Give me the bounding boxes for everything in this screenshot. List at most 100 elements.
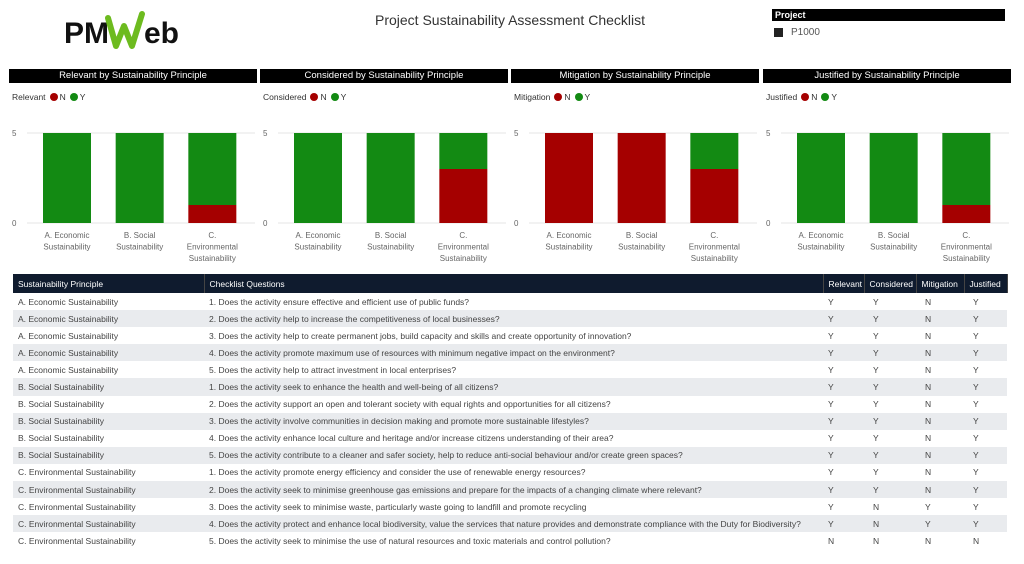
bar-y-0[interactable] — [43, 133, 91, 223]
cell-mitigation: N — [916, 361, 964, 379]
x-tick-label: C. Environmental Sustainability — [941, 231, 992, 263]
cell-relevant: Y — [823, 463, 864, 482]
legend-dot-n — [310, 93, 319, 101]
table-row[interactable]: C. Environmental Sustainability 2. Does t… — [13, 481, 1007, 499]
cell-relevant: Y — [823, 395, 864, 413]
cell-question: 2. Does the activity seek to minimise gr… — [204, 481, 823, 499]
y-tick-label: 5 — [766, 129, 771, 138]
bar-n-2[interactable] — [942, 205, 991, 223]
cell-question: 5. Does the activity seek to minimise th… — [204, 532, 823, 550]
cell-justified: Y — [964, 327, 1007, 345]
bar-y-2[interactable] — [188, 133, 237, 205]
cell-relevant: Y — [823, 429, 864, 447]
y-tick-label: 5 — [263, 129, 268, 138]
legend-title: Considered — [263, 92, 307, 102]
cell-relevant: N — [823, 532, 864, 550]
table-row[interactable]: A. Economic Sustainability 5. Does the ac… — [13, 361, 1007, 379]
bar-y-2[interactable] — [439, 133, 488, 169]
table-row[interactable]: B. Social Sustainability 3. Does the acti… — [13, 412, 1007, 430]
table-row[interactable]: C. Environmental Sustainability 1. Does t… — [13, 463, 1007, 482]
pmweb-logo: PM eb — [64, 11, 179, 50]
cell-justified: Y — [964, 498, 1007, 516]
cell-principle: B. Social Sustainability — [13, 412, 204, 430]
column-header-questions[interactable]: Checklist Questions — [204, 274, 824, 293]
bar-y-1[interactable] — [366, 133, 415, 223]
cell-considered: Y — [864, 395, 916, 413]
table-body: A. Economic Sustainability 1. Does the ac… — [13, 293, 1007, 550]
bar-n-0[interactable] — [545, 133, 593, 223]
bar-y-0[interactable] — [797, 133, 845, 223]
cell-question: 5. Does the activity contribute to a cle… — [204, 446, 823, 464]
cell-principle: C. Environmental Sustainability — [13, 515, 204, 533]
cell-question: 2. Does the activity help to increase th… — [204, 310, 823, 328]
bar-y-0[interactable] — [294, 133, 342, 223]
y-tick-label: 0 — [12, 219, 17, 228]
cell-relevant: Y — [823, 498, 864, 516]
table-row[interactable]: B. Social Sustainability 4. Does the acti… — [13, 429, 1007, 447]
cell-justified: Y — [964, 446, 1007, 464]
cell-principle: B. Social Sustainability — [13, 429, 204, 447]
cell-mitigation: N — [916, 446, 964, 464]
bar-y-2[interactable] — [690, 133, 739, 169]
chart-plot: 0 5 A. Economic Sustainability B. Social Sust… — [514, 129, 757, 263]
column-header-relevant[interactable]: Relevant — [823, 274, 865, 293]
cell-relevant: Y — [823, 293, 864, 311]
cell-question: 5. Does the activity help to attract inv… — [204, 361, 823, 379]
cell-mitigation: N — [916, 344, 964, 362]
project-slicer: Project P1000 — [772, 9, 1005, 38]
bar-n-2[interactable] — [188, 205, 237, 223]
chart-title: Considered by Sustainability Principle — [260, 69, 508, 83]
cell-relevant: Y — [823, 361, 864, 379]
column-header-mitigation[interactable]: Mitigation — [916, 274, 965, 293]
legend-label-n: N — [811, 92, 818, 102]
cell-considered: N — [864, 498, 916, 516]
chart-legend: Mitigation N Y — [514, 92, 590, 102]
column-header-justified[interactable]: Justified — [964, 274, 1008, 293]
checkbox-icon[interactable] — [774, 28, 783, 37]
table-row[interactable]: B. Social Sustainability 1. Does the acti… — [13, 378, 1007, 396]
chart-title: Relevant by Sustainability Principle — [9, 69, 257, 83]
cell-question: 1. Does the activity promote energy effi… — [204, 463, 823, 482]
column-header-considered[interactable]: Considered — [864, 274, 917, 293]
table-row[interactable]: A. Economic Sustainability 4. Does the ac… — [13, 344, 1007, 362]
slicer-item-p1000[interactable]: P1000 — [772, 27, 1005, 38]
bar-n-2[interactable] — [439, 169, 488, 223]
legend-title: Mitigation — [514, 92, 551, 102]
table-row[interactable]: A. Economic Sustainability 2. Does the ac… — [13, 310, 1007, 328]
legend-title: Relevant — [12, 92, 46, 102]
bar-y-1[interactable] — [115, 133, 164, 223]
cell-mitigation: N — [916, 378, 964, 396]
bar-y-2[interactable] — [942, 133, 991, 205]
legend-dot-y — [821, 93, 830, 101]
y-tick-label: 0 — [263, 219, 268, 228]
cell-mitigation: N — [916, 463, 964, 482]
legend-dot-y — [574, 93, 583, 101]
cell-mitigation: N — [916, 293, 964, 311]
logo-w-mark — [105, 11, 145, 49]
cell-justified: Y — [964, 293, 1007, 311]
table-row[interactable]: B. Social Sustainability 2. Does the acti… — [13, 395, 1007, 413]
table-row[interactable]: C. Environmental Sustainability 5. Does t… — [13, 532, 1007, 550]
column-header-principle[interactable]: Sustainability Principle — [13, 274, 205, 293]
table-row[interactable]: C. Environmental Sustainability 4. Does t… — [13, 515, 1007, 533]
table-row[interactable]: C. Environmental Sustainability 3. Does t… — [13, 498, 1007, 516]
cell-relevant: Y — [823, 378, 864, 396]
cell-considered: N — [864, 515, 916, 533]
cell-mitigation: N — [916, 327, 964, 345]
bar-n-1[interactable] — [617, 133, 666, 223]
bar-n-2[interactable] — [690, 169, 739, 223]
cell-considered: Y — [864, 293, 916, 311]
page-title: Project Sustainability Assessment Checkl… — [375, 12, 645, 28]
logo-text-pm: PM — [64, 17, 109, 50]
cell-mitigation: N — [916, 532, 964, 550]
cell-question: 3. Does the activity seek to minimise wa… — [204, 498, 823, 516]
bar-y-1[interactable] — [869, 133, 918, 223]
chart-justified: Justified by Sustainability Principle Ju… — [763, 69, 1011, 269]
table-row[interactable]: A. Economic Sustainability 1. Does the ac… — [13, 293, 1007, 311]
x-tick-label: B. Social Sustainability — [618, 231, 665, 252]
table-row[interactable]: B. Social Sustainability 5. Does the acti… — [13, 446, 1007, 464]
table-row[interactable]: A. Economic Sustainability 3. Does the ac… — [13, 327, 1007, 345]
cell-justified: Y — [964, 361, 1007, 379]
cell-justified: Y — [964, 429, 1007, 447]
cell-justified: Y — [964, 412, 1007, 430]
